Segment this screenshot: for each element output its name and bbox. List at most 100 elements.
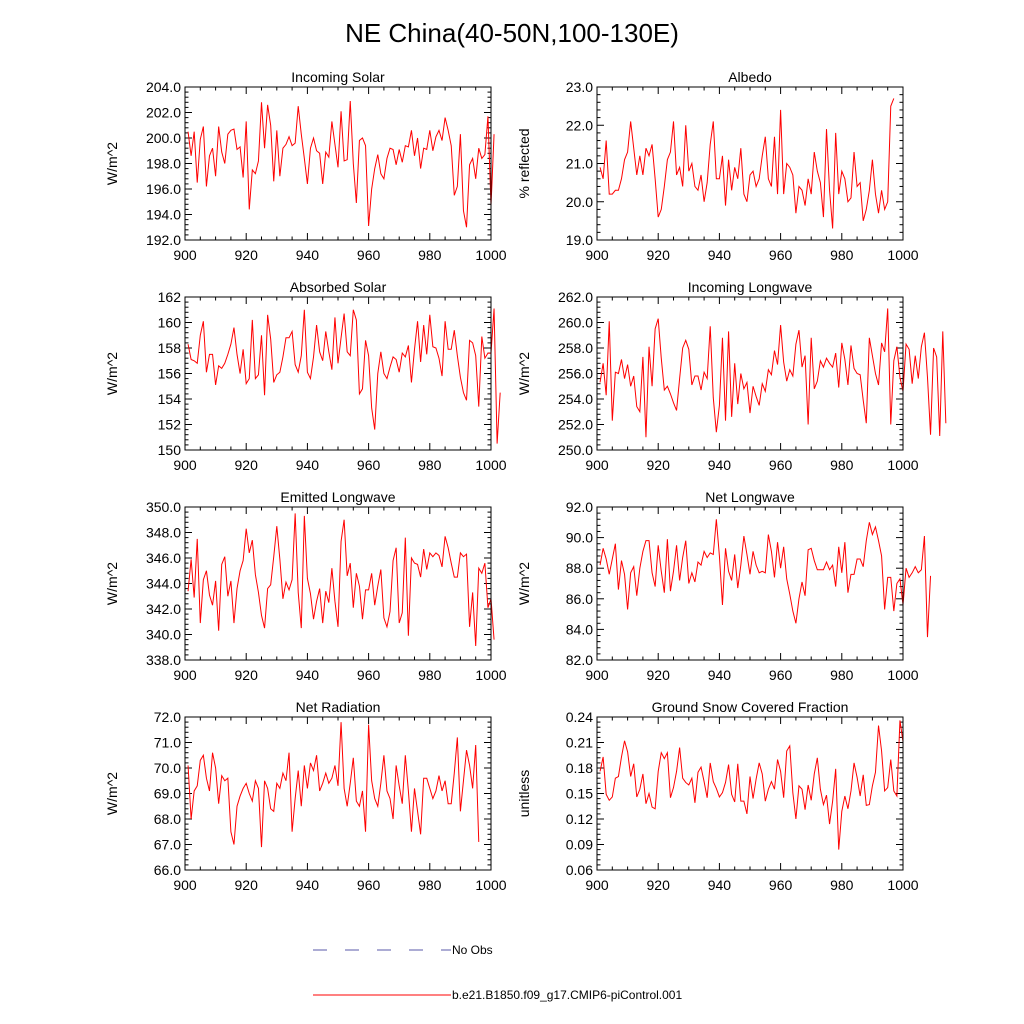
legend-model-label: b.e21.B1850.f09_g17.CMIP6-piControl.001 [452,988,682,1002]
y-axis-label: unitless [516,770,532,817]
figure-title: NE China(40-50N,100-130E) [345,18,679,48]
panel-title: Ground Snow Covered Fraction [652,699,849,715]
y-axis-label: W/m^2 [104,142,120,185]
y-tick-label: 0.24 [566,709,593,725]
y-tick-label: 0.21 [566,735,593,751]
y-tick-label: 0.18 [566,760,593,776]
y-tick-label: 350.0 [146,499,181,515]
plot-frame [184,296,492,451]
x-tick-label: 960 [357,667,381,683]
x-tick-label: 980 [830,247,854,263]
y-tick-label: 150 [158,442,182,458]
x-tick-label: 900 [173,457,197,473]
y-tick-label: 162 [158,289,182,305]
y-tick-label: 346.0 [146,550,181,566]
y-tick-label: 256.0 [558,366,593,382]
x-tick-label: 960 [357,457,381,473]
y-tick-label: 258.0 [558,340,593,356]
y-tick-label: 348.0 [146,525,181,541]
panel-title: Incoming Longwave [688,279,813,295]
y-tick-label: 340.0 [146,627,181,643]
y-axis-label: % reflected [516,128,532,198]
x-tick-label: 980 [418,877,442,893]
y-tick-label: 252.0 [558,417,593,433]
y-tick-label: 200.0 [146,130,181,146]
x-tick-label: 900 [173,877,197,893]
x-tick-label: 980 [830,457,854,473]
y-axis-label: W/m^2 [516,562,532,605]
y-axis-label: W/m^2 [516,352,532,395]
y-tick-label: 338.0 [146,652,181,668]
y-tick-label: 152 [158,417,182,433]
y-tick-label: 262.0 [558,289,593,305]
panel-incoming-longwave: Incoming Longwave W/m^2 900 920 940 960 980 100… [516,279,947,473]
y-tick-label: 194.0 [146,207,181,223]
legend-obs-label: No Obs [452,943,493,957]
x-tick-label: 900 [585,667,609,683]
y-tick-label: 254.0 [558,391,593,407]
x-tick-label: 960 [769,877,793,893]
series-line [599,720,904,850]
y-tick-label: 84.0 [566,621,593,637]
y-tick-label: 0.09 [566,837,593,853]
plot-frame [596,506,904,661]
y-tick-label: 22.0 [566,117,593,133]
panel-title: Emitted Longwave [280,489,395,505]
x-tick-label: 1000 [475,457,506,473]
x-tick-label: 920 [647,457,671,473]
y-axis-label: W/m^2 [104,352,120,395]
x-tick-label: 960 [769,457,793,473]
y-tick-label: 250.0 [558,442,593,458]
y-tick-label: 20.0 [566,194,593,210]
y-tick-label: 70.0 [154,760,181,776]
x-tick-label: 1000 [887,457,918,473]
series-line [599,519,932,638]
x-tick-label: 960 [769,667,793,683]
x-tick-label: 980 [418,457,442,473]
y-tick-label: 198.0 [146,156,181,172]
series-line [599,308,947,438]
x-tick-label: 960 [357,247,381,263]
y-tick-label: 342.0 [146,601,181,617]
x-tick-label: 940 [296,247,320,263]
y-tick-label: 21.0 [566,156,593,172]
panel-ground-snow-covered-fraction: Ground Snow Covered Fraction unitless 900 9… [516,699,919,893]
x-tick-label: 1000 [475,667,506,683]
x-tick-label: 980 [418,247,442,263]
plot-frame [184,86,492,241]
y-tick-label: 90.0 [566,530,593,546]
x-tick-label: 1000 [475,877,506,893]
x-tick-label: 920 [235,457,259,473]
x-tick-label: 940 [708,877,732,893]
x-tick-label: 900 [585,877,609,893]
x-tick-label: 940 [296,667,320,683]
y-axis-label: W/m^2 [104,562,120,605]
x-tick-label: 980 [418,667,442,683]
x-tick-label: 940 [708,667,732,683]
panel-emitted-longwave: Emitted Longwave W/m^2 900 920 940 960 980 1000… [104,489,507,683]
y-tick-label: 68.0 [154,811,181,827]
panel-albedo: Albedo % reflected 900 920 940 960 980 1000 19.0… [516,69,919,263]
x-tick-label: 940 [708,457,732,473]
y-tick-label: 196.0 [146,181,181,197]
y-tick-label: 71.0 [154,735,181,751]
panel-net-longwave: Net Longwave W/m^2 900 920 940 960 980 1000 82.0… [516,489,932,683]
y-tick-label: 92.0 [566,499,593,515]
plot-frame [184,506,492,661]
y-tick-label: 72.0 [154,709,181,725]
panel-title: Net Longwave [705,489,795,505]
y-tick-label: 260.0 [558,315,593,331]
x-tick-label: 980 [830,667,854,683]
x-tick-label: 920 [647,877,671,893]
y-tick-label: 82.0 [566,652,593,668]
series-line [599,98,895,229]
panel-net-radiation: Net Radiation W/m^2 900 920 940 960 980 1000 66.… [104,699,507,893]
panel-incoming-solar: Incoming Solar W/m^2 900 920 940 960 980 1000 19… [104,69,507,263]
y-tick-label: 0.12 [566,811,593,827]
series-line [187,722,480,848]
x-tick-label: 900 [173,247,197,263]
y-tick-label: 19.0 [566,232,593,248]
y-tick-label: 66.0 [154,862,181,878]
x-tick-label: 980 [830,877,854,893]
y-tick-label: 88.0 [566,560,593,576]
